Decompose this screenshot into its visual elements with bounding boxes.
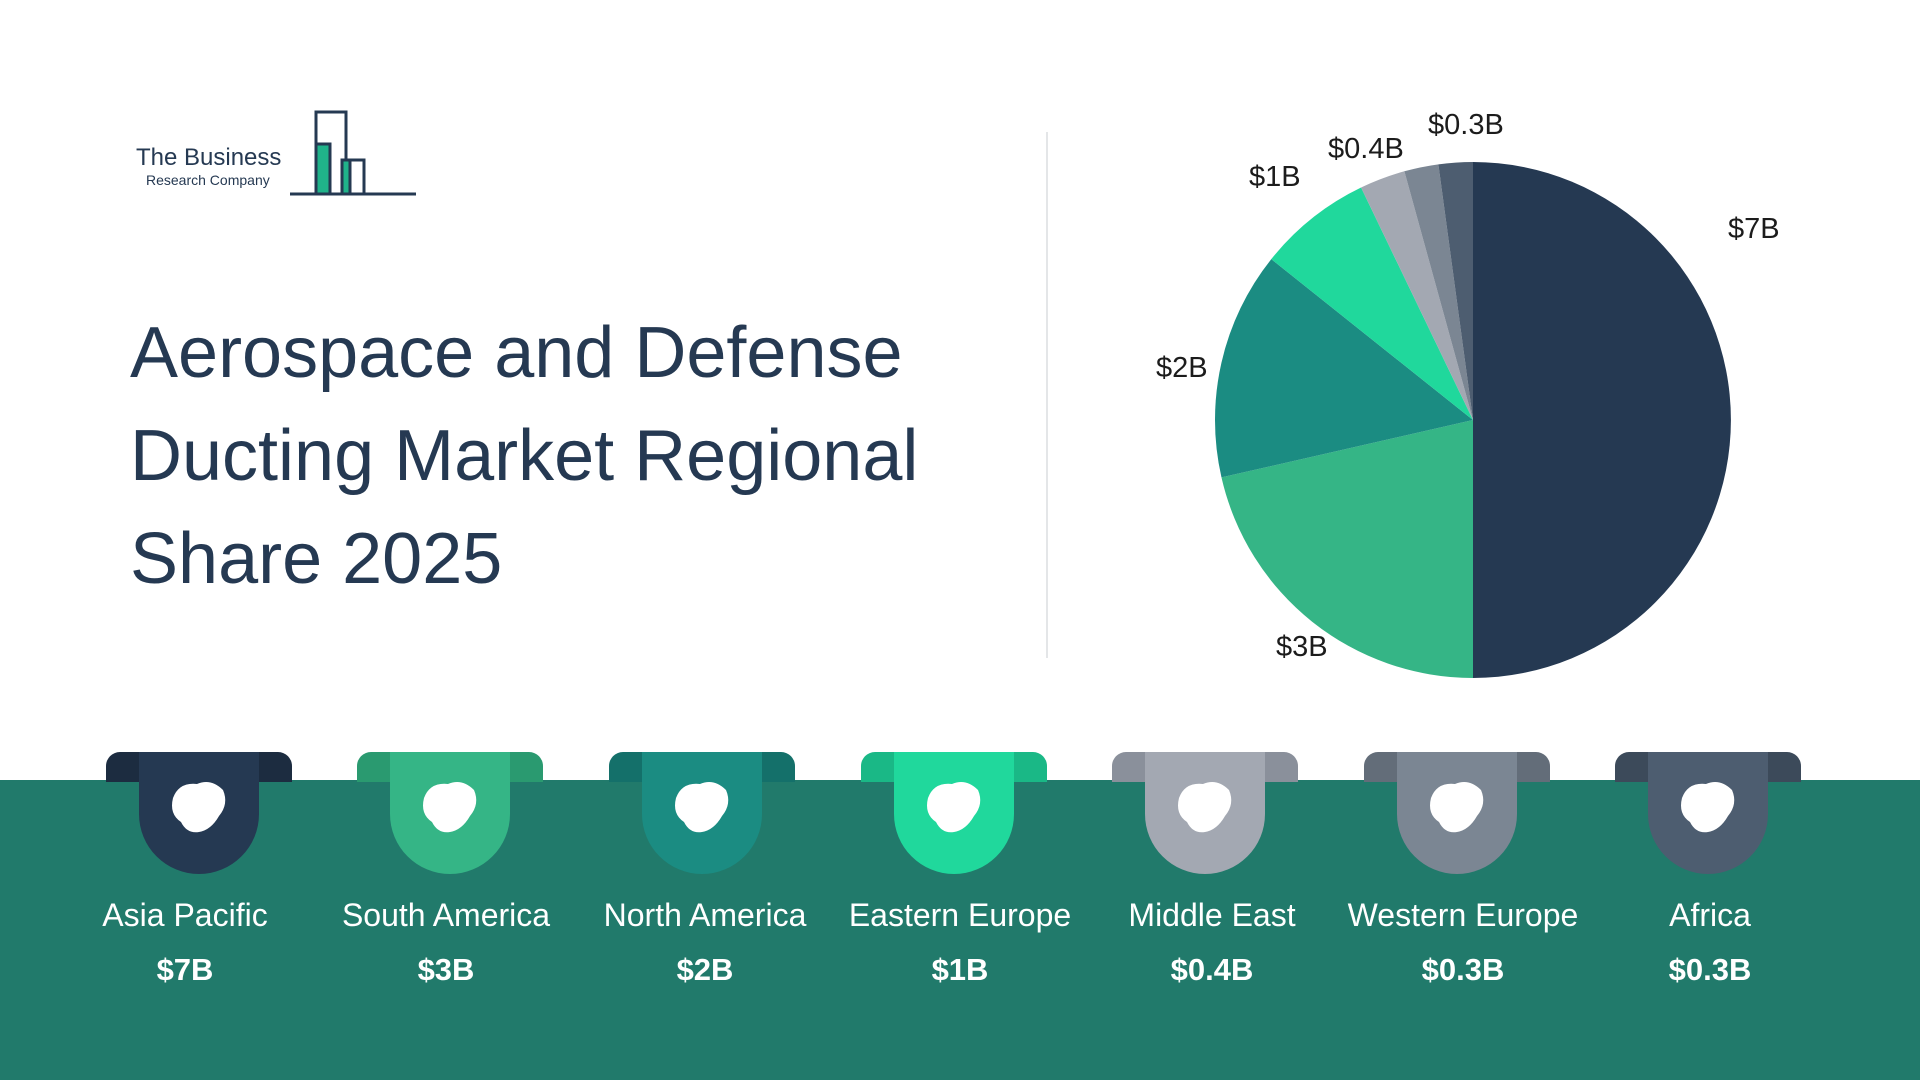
region-name: Asia Pacific	[102, 897, 268, 933]
region-tab-north-america	[609, 752, 795, 876]
pie-slice-western-europe	[1404, 164, 1473, 420]
region-tab-africa	[1615, 752, 1801, 876]
logo-name: The Business	[136, 144, 282, 171]
region-tab-middle-east	[1112, 752, 1298, 876]
region-name: Western Europe	[1347, 897, 1579, 933]
region-name: North America	[603, 897, 807, 933]
region-value: $1B	[931, 952, 989, 987]
region-shield	[1397, 752, 1517, 874]
africa-map-icon	[1681, 782, 1735, 833]
north-america-map-icon	[675, 782, 729, 833]
pie-slice-eastern-europe	[1271, 187, 1473, 420]
region-shield	[642, 752, 762, 874]
region-value: $0.3B	[1421, 952, 1505, 987]
pie-label-western-europe: $0.3B	[1428, 109, 1504, 141]
title-line-1: Aerospace and Defense	[130, 313, 903, 393]
region-shield	[139, 752, 259, 874]
region-tab-south-america	[357, 752, 543, 876]
region-shield	[1145, 752, 1265, 874]
pie-slice-africa	[1438, 162, 1473, 420]
region-shield	[390, 752, 510, 874]
logo-buildings-icon	[290, 110, 416, 196]
region-value: $7B	[156, 952, 214, 987]
pie-slice-asia-pacific	[1473, 162, 1731, 678]
region-name: Africa	[1669, 897, 1751, 933]
region-name: Middle East	[1128, 897, 1296, 933]
region-shield	[1648, 752, 1768, 874]
pie-label-south-america: $3B	[1276, 631, 1328, 663]
title-line-2: Ducting Market Regional	[130, 416, 919, 496]
region-tab-asia-pacific	[106, 752, 292, 876]
logo-subname: Research Company	[146, 172, 270, 188]
pie-slice-north-america	[1215, 259, 1473, 478]
vertical-divider	[1046, 132, 1048, 658]
eastern-europe-map-icon	[927, 782, 981, 833]
south-america-map-icon	[423, 782, 477, 833]
pie-label-north-america: $2B	[1156, 352, 1208, 384]
region-name: South America	[341, 897, 551, 933]
region-shield	[894, 752, 1014, 874]
asia-map-icon	[172, 782, 226, 833]
region-value: $0.4B	[1170, 952, 1254, 987]
pie-slice-middle-east	[1361, 171, 1473, 420]
region-value: $2B	[676, 952, 734, 987]
company-logo: The Business Research Company	[130, 104, 430, 204]
page-title: Aerospace and Defense Ducting Market Reg…	[130, 302, 970, 611]
pie-slice-south-america	[1221, 420, 1473, 678]
pie-chart: $7B $3B $2B $1B $0.4B $0.3B	[1156, 109, 1780, 678]
middle-east-map-icon	[1178, 782, 1232, 833]
region-value: $3B	[417, 952, 475, 987]
pie-label-asia-pacific: $7B	[1728, 213, 1780, 245]
title-line-3: Share 2025	[130, 519, 503, 599]
region-name: Eastern Europe	[848, 897, 1072, 933]
pie-label-middle-east: $0.4B	[1328, 133, 1404, 165]
region-value: $0.3B	[1668, 952, 1752, 987]
region-tab-western-europe	[1364, 752, 1550, 876]
western-europe-map-icon	[1430, 782, 1484, 833]
region-tab-eastern-europe	[861, 752, 1047, 876]
pie-label-eastern-europe: $1B	[1249, 161, 1301, 193]
